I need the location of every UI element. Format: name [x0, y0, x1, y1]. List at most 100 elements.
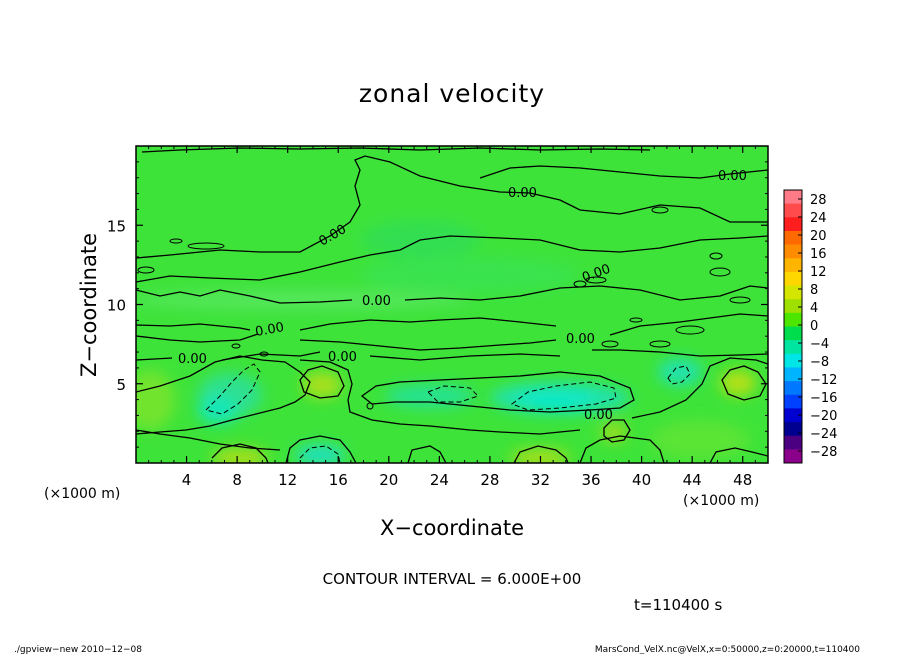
colorbar-segment: [784, 340, 802, 355]
y-axis-ticks: 5 10 15: [107, 161, 768, 448]
contour-line: [136, 357, 173, 361]
colorbar-tick-label: −20: [810, 409, 837, 424]
x-tick-label: 40: [632, 471, 651, 489]
contour-line: [479, 165, 768, 179]
contour-line: [285, 435, 357, 463]
colorbar-tick-label: 12: [810, 265, 827, 280]
colorbar-tick-label: 8: [810, 283, 818, 298]
colorbar-tick-label: 4: [810, 301, 818, 316]
x-tick-label: 12: [278, 471, 297, 489]
colorbar-tick-label: 24: [810, 211, 827, 226]
chart-title: zonal velocity: [359, 79, 545, 108]
contour-line: [369, 353, 561, 361]
colorbar-segment: [784, 367, 802, 382]
contour-line: [427, 385, 479, 403]
contour-label: 0.00: [178, 352, 207, 367]
x-tick-label: 28: [480, 471, 499, 489]
colorbar-tick-label: −12: [810, 373, 837, 388]
time-text: t=110400 s: [634, 596, 722, 614]
colorbar-segment: [784, 394, 802, 409]
contour-line: [592, 349, 768, 357]
x-tick-label: 20: [379, 471, 398, 489]
colorbar-tick-label: −4: [810, 337, 829, 352]
contour-line: [513, 445, 569, 463]
colorbar-ticks: 28 24 20 16 12 8 4 0 −4 −8 −12 −16 −20 −24 −28: [798, 193, 837, 460]
contour-label: 0.00: [718, 169, 747, 184]
colorbar-segment: [784, 435, 802, 450]
x-tick-label: 16: [329, 471, 348, 489]
contour-line: [404, 285, 768, 301]
colorbar-tick-label: −8: [810, 355, 829, 370]
x-tick-label: 8: [232, 471, 242, 489]
contour-line: [709, 447, 768, 463]
x-tick-label: 48: [733, 471, 752, 489]
contour-line: [136, 323, 251, 331]
colorbar-tick-label: −24: [810, 427, 837, 442]
contour-line: [299, 359, 581, 435]
x-tick-label: 24: [430, 471, 449, 489]
x-axis-unit-right: (×1000 m): [683, 493, 759, 509]
contour-line: [136, 289, 353, 304]
contour-line: [299, 317, 557, 331]
contour-line: [360, 371, 635, 413]
contour-line: [609, 313, 768, 336]
colorbar-tick-label: 20: [810, 229, 827, 244]
y-tick-label: 10: [107, 297, 126, 315]
contour-islands: [137, 206, 751, 410]
colorbar-segment: [784, 285, 802, 300]
x-tick-label: 4: [182, 471, 192, 489]
contour-line: [579, 435, 665, 463]
contour-line: [631, 357, 768, 419]
x-tick-label: 32: [531, 471, 550, 489]
contour-line: [221, 351, 321, 361]
contour-line: [299, 339, 557, 351]
contour-labels: 0.00 0.00 0.00 0.00 0.00 0.00 0.00 0.00 …: [178, 169, 747, 423]
contour-label: 0.00: [508, 186, 537, 201]
contour-line: [136, 333, 259, 343]
footer-right: MarsCond_VelX.nc@VelX,x=0:50000,z=0:2000…: [595, 645, 860, 654]
colorbar-segment: [784, 381, 802, 396]
colorbar-segment: [784, 422, 802, 437]
contour-line: [510, 381, 617, 411]
contour-line: [299, 445, 341, 463]
colorbar-segment: [784, 408, 802, 423]
colorbar-tick-label: −16: [810, 391, 837, 406]
colorbar-segment: [784, 299, 802, 314]
colorbar-segment: [784, 449, 802, 464]
negative-contours: [205, 363, 691, 463]
colorbar-tick-label: 0: [810, 319, 818, 334]
colorbar-tick-label: 16: [810, 247, 827, 262]
colorbar-frame: [783, 189, 803, 464]
footer-left: ./gpview−new 2010−12−08: [14, 645, 142, 654]
colorbar-segment: [784, 312, 802, 327]
colorbar-segment: [784, 217, 802, 232]
colorbar-tick-label: 28: [810, 193, 827, 208]
field-shading: [136, 220, 756, 463]
contour-label: 0.00: [566, 332, 595, 347]
contour-line: [136, 155, 768, 259]
colorbar-segment: [784, 271, 802, 287]
contour-line: [667, 365, 691, 385]
x-axis-ticks: 4 8 12 16 20 24 28 32 36 40 44 48: [148, 146, 756, 489]
colorbar-segment: [784, 190, 802, 205]
colorbar-segment: [784, 258, 802, 273]
contour-label: 0.00: [254, 320, 285, 340]
colorbar-segment: [784, 326, 802, 341]
x-tick-label: 36: [581, 471, 600, 489]
contour-line: [136, 235, 768, 283]
contour-line: [141, 147, 651, 153]
x-tick-label: 44: [683, 471, 702, 489]
y-tick-label: 5: [116, 376, 126, 394]
contour-line: [211, 443, 269, 463]
contour-label: 0.00: [328, 350, 357, 365]
contour-line: [407, 445, 447, 463]
contour-lines: [136, 147, 768, 463]
contour-line: [603, 419, 631, 443]
contour-line: [299, 365, 345, 399]
y-tick-label: 15: [107, 217, 126, 235]
contour-label: 0.00: [584, 408, 613, 423]
x-axis-unit-left: (×1000 m): [44, 486, 120, 502]
colorbar-segment: [784, 353, 802, 368]
y-axis-label: Z−coordinate: [77, 233, 101, 377]
